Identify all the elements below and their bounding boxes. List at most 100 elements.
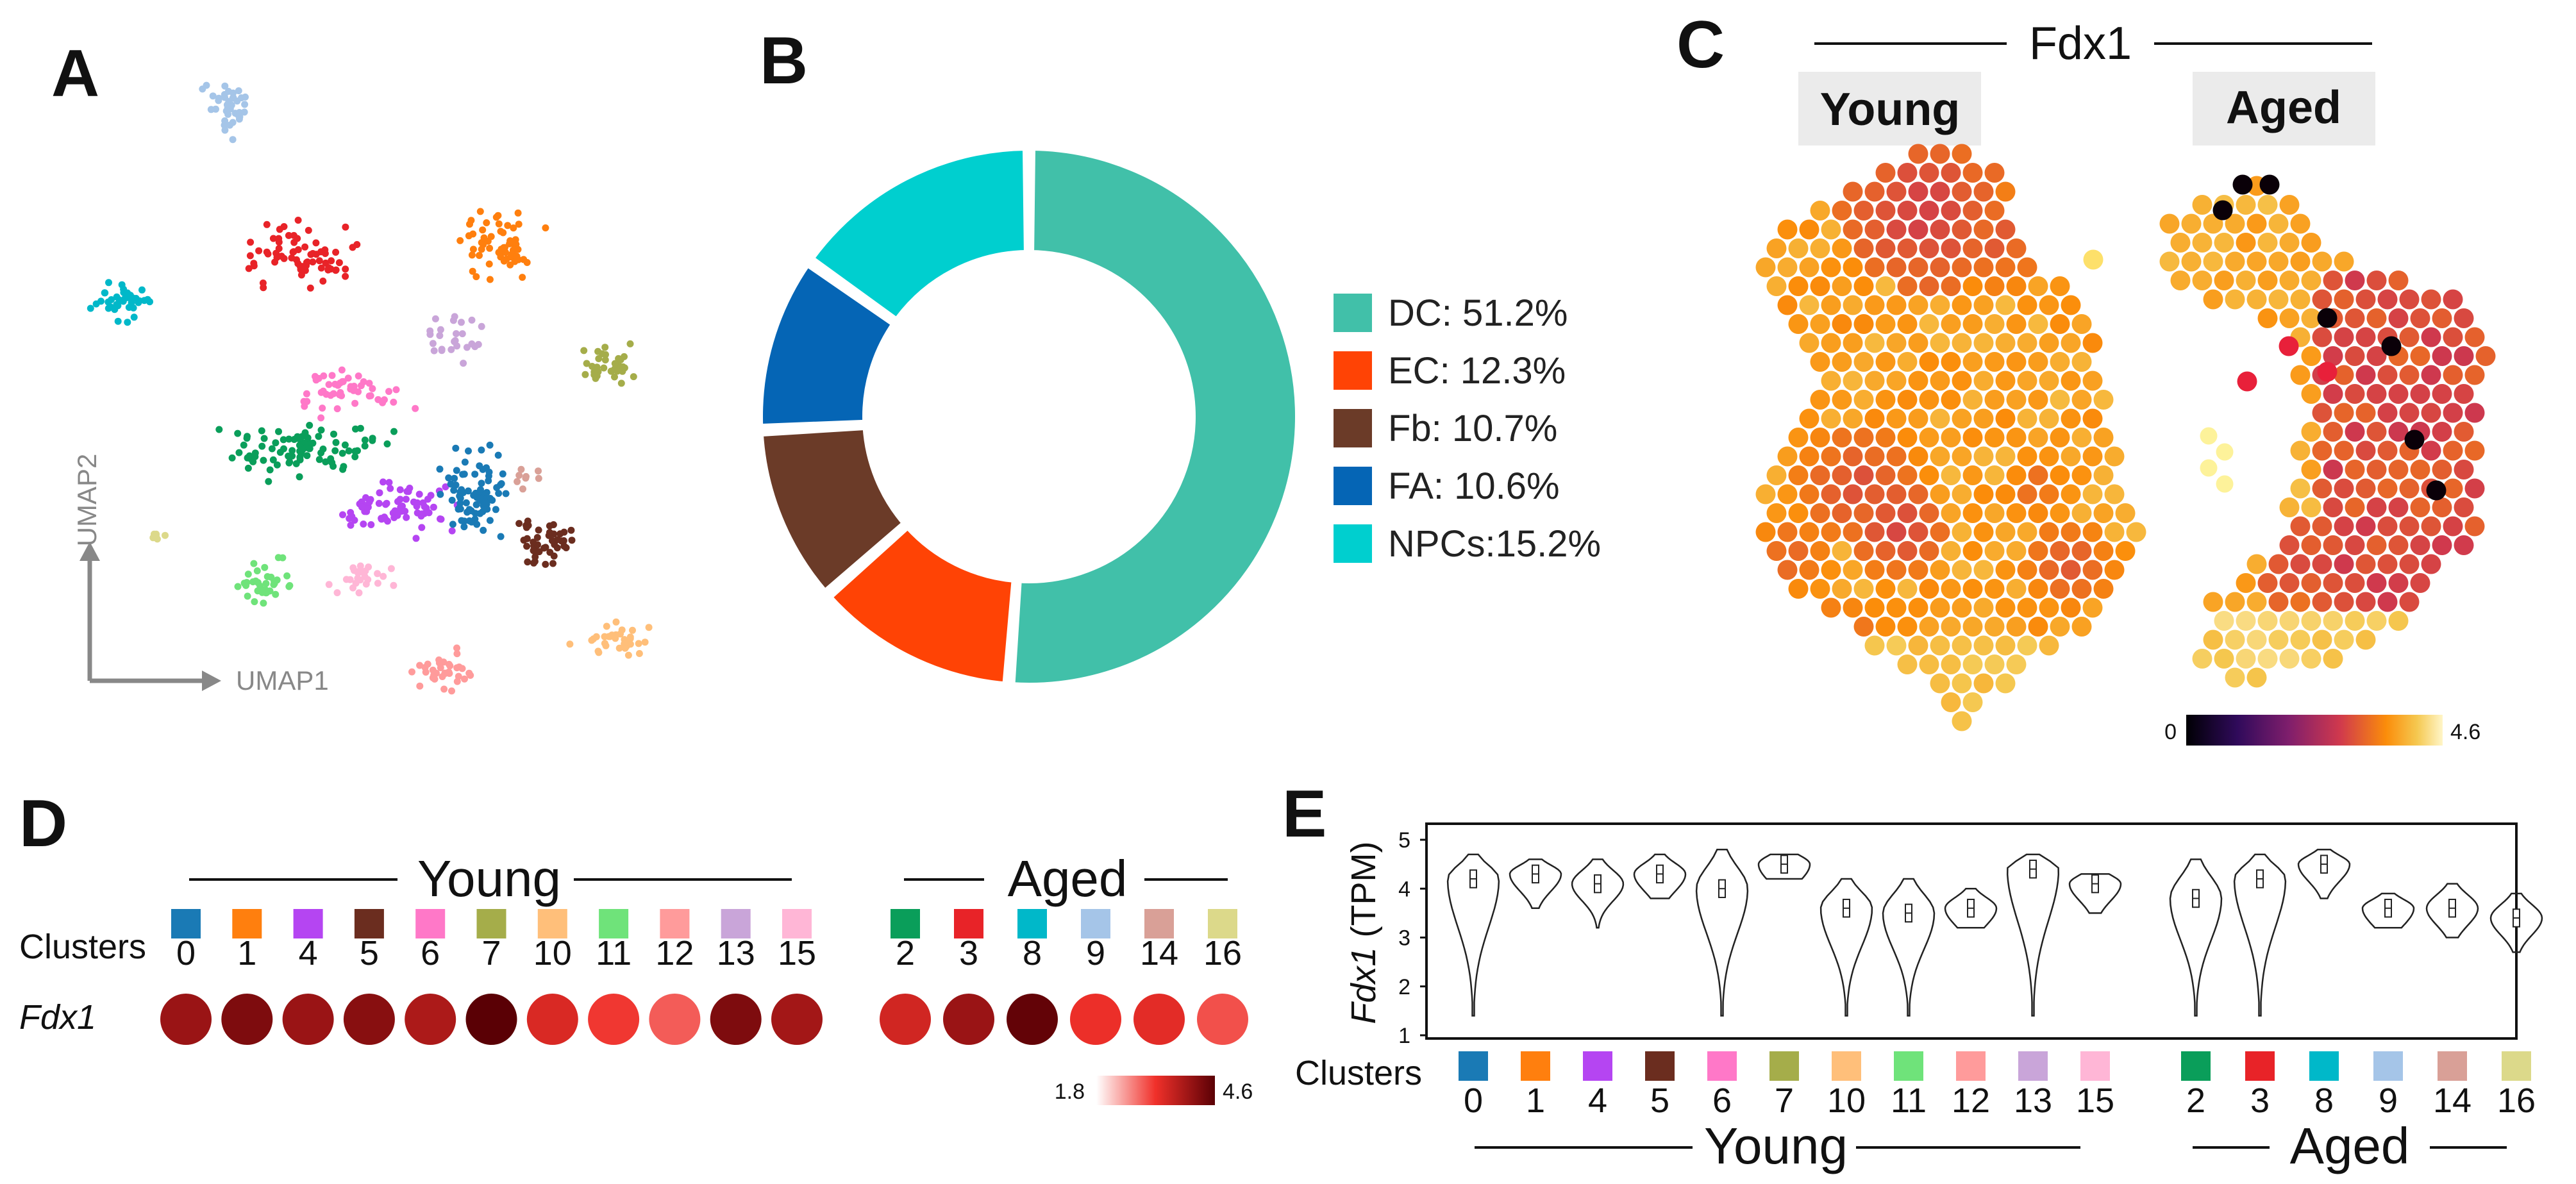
aged-spot xyxy=(2366,308,2387,328)
dot-cluster-4 xyxy=(282,994,334,1045)
umap-point-cluster-4 xyxy=(437,515,444,522)
aged-spot xyxy=(2257,195,2278,215)
umap-point-cluster-3 xyxy=(319,278,327,285)
aged-spot xyxy=(2464,327,2485,347)
young-spot xyxy=(1984,617,2005,637)
aged-spot xyxy=(2443,478,2463,499)
young-spot xyxy=(1995,446,2016,467)
young-spot xyxy=(1930,635,1950,656)
legend-label-dc: DC: 51.2% xyxy=(1388,292,1568,334)
umap-point-cluster-14 xyxy=(515,472,523,479)
cluster-swatch-10 xyxy=(537,909,567,938)
violin-cluster-label-0: 0 xyxy=(1464,1081,1483,1120)
umap-point-cluster-8 xyxy=(130,313,138,321)
umap-point-cluster-0 xyxy=(499,470,506,478)
umap-point-cluster-6 xyxy=(317,414,325,422)
aged-spot xyxy=(2334,327,2354,347)
young-spot xyxy=(1886,219,1907,240)
umap-point-cluster-15 xyxy=(374,570,381,578)
aged-spot xyxy=(2399,365,2420,385)
young-spot xyxy=(1995,597,2016,618)
umap-point-cluster-3 xyxy=(342,272,349,280)
ytick-label: 1 xyxy=(1398,1024,1410,1048)
young-spot xyxy=(1843,408,1863,429)
umap-point-cluster-6 xyxy=(319,404,326,412)
umap-point-cluster-13 xyxy=(468,340,476,347)
young-spot xyxy=(1941,465,1961,485)
aged-spot xyxy=(2345,308,2365,328)
aged-spot xyxy=(2454,384,2474,404)
umap-point-cluster-3 xyxy=(246,252,254,260)
cluster-swatch-5 xyxy=(354,909,384,938)
umap-point-cluster-2 xyxy=(275,428,282,435)
umap-point-cluster-3 xyxy=(353,241,361,248)
umap-point-cluster-7 xyxy=(626,340,634,347)
young-spot xyxy=(1908,257,1928,278)
umap-point-cluster-0 xyxy=(485,469,493,476)
young-spot xyxy=(1832,503,1852,523)
young-spot xyxy=(1799,295,1819,315)
young-spot xyxy=(2061,597,2081,618)
umap-point-cluster-5 xyxy=(548,537,556,544)
aged-spot xyxy=(2290,440,2311,461)
young-spot xyxy=(1930,333,1950,353)
umap-point-cluster-10 xyxy=(592,633,600,640)
umap-point-cluster-5 xyxy=(535,526,542,534)
cluster-label-1: 1 xyxy=(237,934,256,972)
young-spot xyxy=(1843,484,1863,504)
young-spot xyxy=(1821,522,1841,542)
violin-cluster-10 xyxy=(1819,878,1873,1017)
umap-point-cluster-7 xyxy=(590,371,598,379)
umap-point-cluster-15 xyxy=(355,589,363,597)
aged-spot xyxy=(2268,554,2289,574)
aged-spot xyxy=(2192,649,2212,669)
aged-label-d: Aged xyxy=(1008,850,1128,907)
aged-spot xyxy=(2290,289,2311,310)
young-spot xyxy=(1843,333,1863,353)
young-spot xyxy=(1821,560,1841,580)
umap-point-cluster-2 xyxy=(361,437,369,444)
young-spot xyxy=(1788,314,1809,334)
aged-spot xyxy=(2464,516,2485,537)
umap-point-cluster-1 xyxy=(492,213,500,221)
young-spot xyxy=(2082,446,2103,467)
young-spot xyxy=(1897,541,1918,561)
stray-spot xyxy=(2237,371,2257,392)
umap-point-cluster-9 xyxy=(235,87,242,95)
aged-spot xyxy=(2192,195,2212,215)
umap-point-cluster-0 xyxy=(448,496,456,504)
umap-point-cluster-2 xyxy=(235,449,243,456)
umap-point-cluster-9 xyxy=(224,110,232,118)
umap-point-cluster-0 xyxy=(450,487,458,494)
young-spot xyxy=(2071,314,2092,334)
umap-point-cluster-4 xyxy=(427,492,435,499)
young-spot xyxy=(1952,711,1972,731)
umap-point-cluster-2 xyxy=(383,440,391,447)
cluster-label-7: 7 xyxy=(481,934,501,972)
umap-point-cluster-1 xyxy=(469,246,477,253)
aged-spot xyxy=(2268,213,2289,234)
umap-point-cluster-4 xyxy=(387,485,394,492)
young-spot xyxy=(1810,503,1830,523)
umap-point-cluster-0 xyxy=(462,499,470,506)
aged-spot xyxy=(2246,630,2267,650)
umap-point-cluster-7 xyxy=(611,360,619,367)
aged-spot xyxy=(2323,497,2343,517)
aged-spot xyxy=(2410,460,2430,479)
aged-spot xyxy=(2279,535,2300,555)
young-spot xyxy=(1919,655,1939,674)
umap-point-cluster-15 xyxy=(349,564,357,572)
donut-slice-fb xyxy=(757,423,908,596)
umap-point-cluster-2 xyxy=(299,446,306,454)
umap-point-cluster-4 xyxy=(347,521,355,529)
young-spot xyxy=(2050,579,2070,599)
aged-spot xyxy=(2225,289,2245,310)
umap1-arrow-icon xyxy=(202,671,221,691)
aged-spot xyxy=(2312,516,2332,537)
umap-point-cluster-3 xyxy=(306,284,314,292)
cluster-label-13: 13 xyxy=(717,934,755,972)
legend-swatch-fa xyxy=(1334,467,1372,505)
umap-point-cluster-10 xyxy=(641,638,649,646)
young-spot xyxy=(1897,314,1918,334)
aged-spot xyxy=(2181,251,2202,272)
